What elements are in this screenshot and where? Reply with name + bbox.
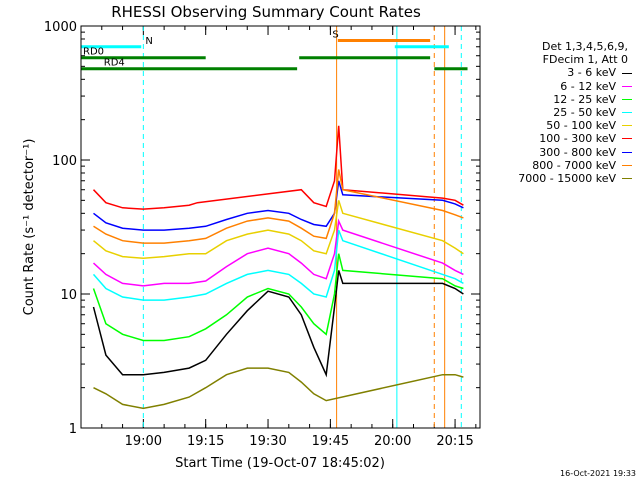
legend-swatch: [622, 112, 632, 114]
series-line-1: [92, 270, 464, 378]
legend-swatch: [622, 98, 632, 100]
legend-entry: 3 - 6 keV: [484, 66, 634, 79]
legend-entry: 300 - 800 keV: [484, 146, 634, 159]
legend-swatch: [622, 125, 632, 127]
legend-label: 25 - 50 keV: [553, 105, 616, 119]
legend-swatch: [622, 72, 632, 74]
x-axis-label: Start Time (19-Oct-07 18:45:02): [175, 456, 385, 471]
legend-label: 50 - 100 keV: [546, 119, 616, 133]
y-tick-label: 10: [60, 288, 77, 303]
legend-entry: 800 - 7000 keV: [484, 159, 634, 172]
legend-label: 3 - 6 keV: [567, 66, 616, 80]
series-line-4: [92, 229, 464, 301]
y-tick-label: 100: [52, 154, 77, 169]
plot-area: 1 10 100 1000 19:00 19:15 19:30 19:45 20:00 20:15…: [44, 20, 481, 449]
legend-swatch: [622, 151, 632, 153]
legend-swatch: [622, 164, 632, 166]
legend-header-line-1: Det 1,3,4,5,6,9,: [541, 40, 628, 53]
legend-entry: 6 - 12 keV: [484, 80, 634, 93]
flag-label: RD0: [83, 47, 104, 58]
legend-swatch: [622, 138, 632, 140]
y-tick-label: 1: [69, 422, 77, 437]
flag-label: S: [332, 29, 338, 40]
x-tick-label: 19:15: [187, 434, 224, 449]
plot-frame: [80, 25, 481, 429]
legend-entry: 12 - 25 keV: [484, 93, 634, 106]
flag-label: N: [145, 36, 152, 47]
x-tick-label: 20:00: [374, 434, 411, 449]
timestamp: 16-Oct-2021 19:33: [560, 469, 636, 478]
legend-label: 7000 - 15000 keV: [518, 171, 616, 185]
series-line-8: [93, 169, 464, 244]
legend: Det 1,3,4,5,6,9, FDecim 1, Att 0 3 - 6 k…: [484, 40, 634, 185]
legend-swatch: [622, 85, 632, 87]
legend-entry: 100 - 300 keV: [484, 132, 634, 145]
legend-swatch: [622, 178, 632, 179]
legend-label: 300 - 800 keV: [539, 145, 616, 159]
x-tick-label: 20:15: [436, 434, 473, 449]
flag-label: RD4: [104, 58, 125, 69]
y-tick-label: 1000: [44, 20, 77, 35]
x-tick-label: 19:30: [249, 434, 286, 449]
series-line-5: [93, 200, 464, 259]
legend-label: 100 - 300 keV: [539, 132, 616, 146]
legend-label: 12 - 25 keV: [553, 92, 616, 106]
x-tick-label: 19:00: [125, 434, 162, 449]
series-line-2: [92, 218, 464, 287]
legend-entry: 50 - 100 keV: [484, 119, 634, 132]
y-axis-label: Count Rate (s⁻¹ detector⁻¹): [22, 139, 37, 316]
legend-entry: 7000 - 15000 keV: [484, 172, 634, 185]
series-line-3: [92, 253, 464, 342]
series-line-7: [93, 180, 464, 231]
chart-title: RHESSI Observing Summary Count Rates: [111, 3, 421, 21]
legend-entry: 25 - 50 keV: [484, 106, 634, 119]
legend-label: 800 - 7000 keV: [532, 158, 616, 172]
legend-label: 6 - 12 keV: [560, 79, 616, 93]
legend-header-line-2: FDecim 1, Att 0: [542, 53, 628, 67]
series-line-9: [93, 367, 464, 410]
x-tick-label: 19:45: [312, 434, 349, 449]
series-line-6: [92, 125, 464, 210]
